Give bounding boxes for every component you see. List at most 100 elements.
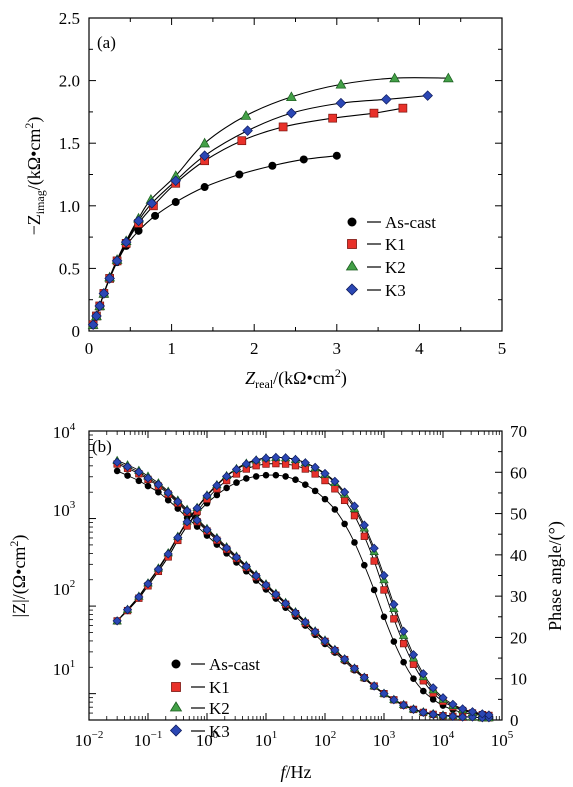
panel-b-modulus-point-k3 [231,552,242,562]
panel-b-right-y-tick-labels: 0 10 20 30 40 50 60 70 [510,422,527,730]
panel-b-phase-point-as-cast [429,696,437,703]
panel-b-phase-point-k1 [331,485,339,493]
legend-a-entry-k3: K3 [345,281,406,300]
panel-b-phase-point-k3 [369,543,379,553]
panel-a-point-k1 [369,108,379,118]
panel-a-point-k1 [278,122,288,132]
panel-b-phase-point-as-cast [321,495,329,503]
panel-b-phase-point-k3 [173,532,183,543]
legend-a-entry-k1: K1 [347,235,406,254]
panel-b-frame [88,430,503,721]
panel-b-modulus-point-k3 [330,645,340,655]
panel-b-modulus-point-k3 [389,695,399,705]
panel-b-modulus-point-k3 [379,689,389,699]
panel-b-modulus-line-k3 [116,461,489,719]
panel-b-label: (b) [92,437,112,456]
legend-a-k1-marker [347,239,357,249]
panel-b-phase-point-k3 [261,453,271,463]
panel-b-phase-point-as-cast [370,586,378,594]
panel-a-label: (a) [97,33,116,52]
panel-b-phase-point-as-cast [420,687,427,695]
legend-b-as-cast-marker [171,659,181,669]
panel-b-x-axis-title: f/Hz [280,762,311,782]
panel-b-modulus-point-k3 [143,473,153,483]
panel-a-point-k3 [146,198,158,209]
panel-b-right-y-tick-label: 40 [510,546,527,565]
panel-a-markers [87,72,454,331]
panel-a-point-as-cast [268,161,277,170]
panel-b-modulus-point-k3 [300,617,310,627]
panel-b-phase-point-k3 [143,579,153,589]
panel-a-y-tick-label: 2.5 [59,9,80,28]
panel-a-y-tick-label: 2.0 [59,72,80,91]
panel-b-modulus-point-as-cast [135,477,143,485]
panel-b-phase-line-as-cast [116,474,489,717]
panel-b-left-y-axis-title: |Z|/(Ω•cm2) [7,535,30,618]
panel-a-point-k3 [91,310,102,322]
panel-b-phase-point-k3 [458,704,468,714]
panel-a-x-tick-labels: 0 1 2 3 4 5 [85,339,507,358]
panel-b-right-y-tick-label: 60 [510,463,527,482]
panel-b-right-y-tick-label: 20 [510,628,527,647]
panel-a-point-as-cast [151,211,160,220]
panel-a-point-k1 [398,103,408,113]
panel-b-phase-point-k3 [349,501,360,511]
panel-b-right-y-tick-label: 10 [510,670,527,689]
legend-a-k2-label: K2 [385,258,406,277]
panel-b-phase-point-k1 [409,660,418,668]
panel-b-left-y-tick-label: 104 [53,421,76,442]
panel-a-y-tick-label: 1.5 [59,134,80,153]
panel-b-phase-point-as-cast [213,491,221,499]
panel-b-phase-point-k3 [153,564,163,574]
panel-b-modulus-point-k3 [428,709,438,719]
panel-a-y-axis-title: −Zimag/(kΩ•cm2) [22,117,47,236]
legend-b-k2-label: K2 [209,699,230,718]
panel-a-point-k3 [286,107,297,119]
legend-b-entry-k2: K2 [169,699,230,718]
panel-b-phase-point-k3 [359,520,369,530]
panel-b-phase-point-k3 [192,503,202,513]
panel-b-phase-point-k3 [330,476,340,486]
panel-b-modulus-point-k3 [112,457,122,467]
panel-b-modulus-point-k3 [349,663,360,674]
panel-b-modulus-point-as-cast [164,496,172,504]
panel-a-point-k2 [335,78,347,89]
panel-b-left-y-tick-label: 102 [53,578,76,599]
panel-a-point-as-cast [134,226,143,235]
panel-b-phase-point-k1 [321,476,329,485]
panel-b-modulus-point-k3 [122,462,133,472]
panel-a-point-k3 [87,319,99,331]
panel-a-fit-line-k3 [92,95,428,325]
panel-b-modulus-point-k3 [320,636,330,646]
legend-a-k2-marker [345,260,359,271]
panel-a-point-k3 [120,236,132,248]
panel-b-phase-point-k3 [408,650,419,660]
panel-b-phase-point-k1 [380,586,388,594]
panel-b-phase-point-k1 [399,639,408,648]
panel-b-phase-point-k3 [448,699,458,709]
panel-b-phase-point-as-cast [282,473,289,480]
legend-b-k1-marker [171,682,181,692]
panel-b-x-tick-label: 103 [373,729,396,750]
panel-a-point-k3 [199,150,210,162]
panel-b-phase-point-k3 [202,491,212,501]
panel-b-x-tick-label: 10−1 [134,729,163,750]
panel-b-modulus-point-k3 [222,543,232,553]
panel-b-phase-point-as-cast [331,506,339,513]
panel-b-modulus-point-as-cast [144,482,152,490]
panel-b-right-y-axis-title: Phase angle/(°) [545,521,566,631]
panel-a-x-axis-title: Zreal/(kΩ•cm2) [245,366,347,391]
panel-b-phase-point-as-cast [243,475,250,482]
legend-a-entry-k2: K2 [345,258,406,277]
legend-b-k3-label: K3 [209,722,230,741]
panel-b-modulus-point-k3 [251,571,261,581]
panel-b-phase-point-as-cast [252,473,260,480]
panel-b-phase-point-k3 [340,487,350,497]
panel-b-left-y-tick-label: 103 [53,499,76,520]
panel-b-modulus-point-k3 [261,580,271,590]
panel-a-point-k3 [98,288,110,299]
legend-a-k3-label: K3 [385,281,406,300]
panel-a-point-k3 [422,90,433,101]
panel-b-markers [112,452,494,723]
